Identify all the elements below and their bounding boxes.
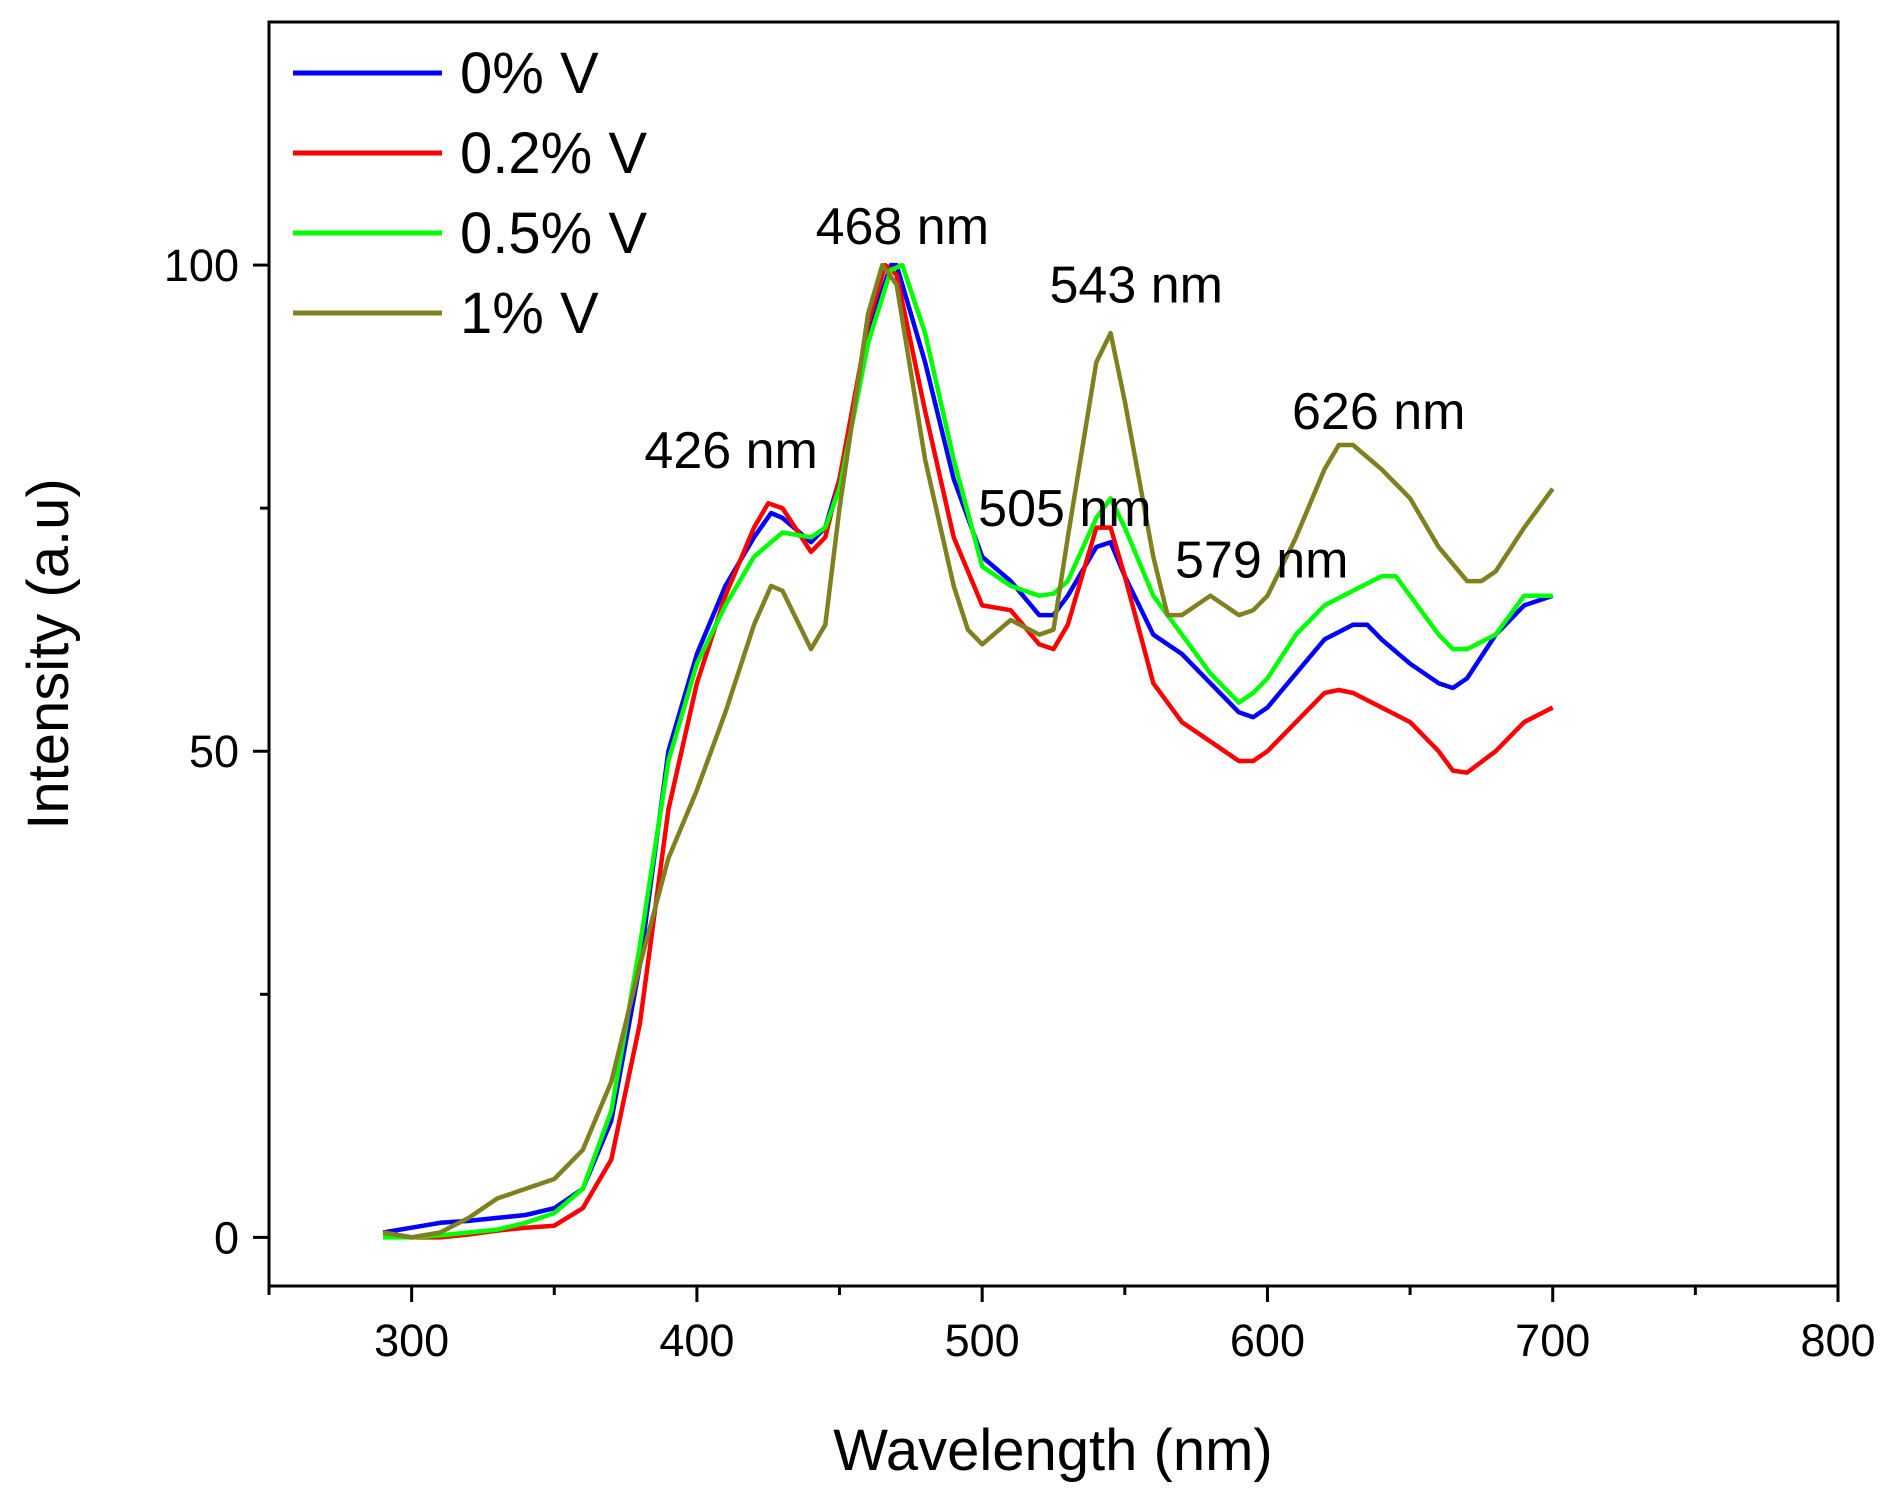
plot-frame <box>267 20 1840 1288</box>
x-axis-label: Wavelength (nm) <box>833 1418 1272 1483</box>
x-tick-label: 800 <box>1800 1315 1875 1366</box>
x-tick-label: 300 <box>374 1315 449 1366</box>
legend-label: 0.5% V <box>460 201 647 266</box>
series-line-3 <box>382 262 1555 1240</box>
ticks-layer: 300 400 500 600 700 800 0 50 100 <box>164 240 1876 1366</box>
y-axis-label: Intensity (a.u) <box>16 478 81 829</box>
legend-item: 1% V <box>293 281 599 346</box>
peak-annotation: 468 nm <box>816 198 989 256</box>
legend: 0% V 0.2% V 0.5% V 1% V <box>293 41 647 346</box>
peak-annotation: 426 nm <box>644 422 817 480</box>
x-tick-label: 700 <box>1515 1315 1590 1366</box>
x-tick-label: 400 <box>659 1315 734 1366</box>
y-tick-label: 100 <box>164 240 239 291</box>
y-tick-label: 0 <box>214 1212 239 1263</box>
series-line-1 <box>382 262 1554 1240</box>
annotations: 426 nm 468 nm 543 nm 505 nm 579 nm 626 nm <box>644 198 1465 590</box>
y-tick-label: 50 <box>189 726 239 777</box>
legend-item: 0% V <box>293 41 599 106</box>
peak-annotation: 505 nm <box>978 480 1151 538</box>
legend-label: 0.2% V <box>460 121 647 186</box>
series-layer <box>382 262 1555 1240</box>
legend-label: 1% V <box>460 281 599 346</box>
peak-annotation: 579 nm <box>1175 532 1348 590</box>
legend-item: 0.5% V <box>293 201 647 266</box>
legend-item: 0.2% V <box>293 121 647 186</box>
peak-annotation: 626 nm <box>1292 383 1465 441</box>
peak-annotation: 543 nm <box>1050 257 1223 315</box>
x-tick-label: 600 <box>1230 1315 1305 1366</box>
series-line-2 <box>383 262 1553 1240</box>
x-tick-label: 500 <box>945 1315 1020 1366</box>
legend-label: 0% V <box>460 41 599 106</box>
